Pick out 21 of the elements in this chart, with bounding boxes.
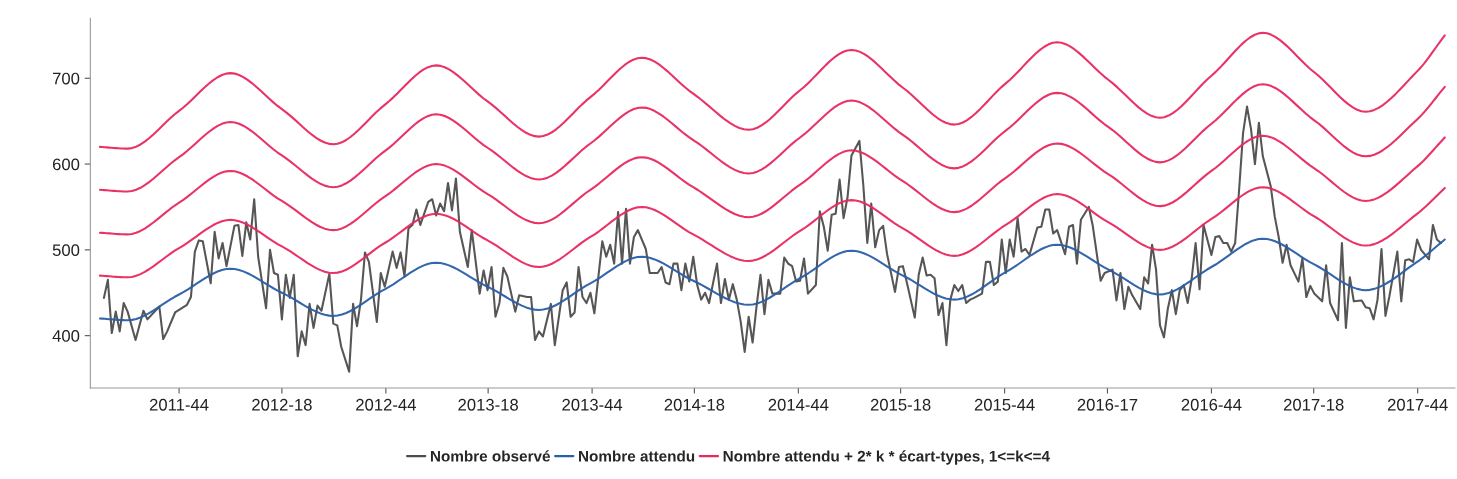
x-tick-label: 2011-44	[149, 398, 209, 411]
x-tick-label: 2017-44	[1387, 398, 1448, 411]
x-tick-label: 2013-18	[458, 398, 518, 411]
x-tick-label: 2014-18	[664, 398, 725, 411]
x-tick-label: 2014-44	[768, 398, 829, 411]
x-tick-label: 2017-18	[1283, 398, 1344, 411]
y-tick-label: 600	[52, 158, 80, 171]
legend-label: Nombre attendu + 2* k * écart-types, 1<=k<=4	[723, 450, 1050, 465]
legend-label: Nombre attendu	[579, 450, 695, 462]
legend-label: Nombre observé	[430, 450, 550, 462]
x-tick-label: 2015-44	[974, 398, 1035, 411]
x-tick-label: 2012-44	[356, 398, 416, 411]
x-tick-label: 2016-17	[1077, 398, 1138, 411]
x-tick-label: 2013-44	[562, 398, 623, 411]
x-tick-label: 2012-18	[252, 398, 312, 411]
y-tick-label: 400	[52, 330, 80, 342]
line-series	[102, 105, 1442, 373]
x-tick-label: 2016-44	[1181, 398, 1242, 411]
y-tick-label: 700	[52, 72, 80, 85]
y-tick-label: 500	[52, 244, 80, 257]
x-tick-label: 2015-18	[870, 398, 931, 411]
